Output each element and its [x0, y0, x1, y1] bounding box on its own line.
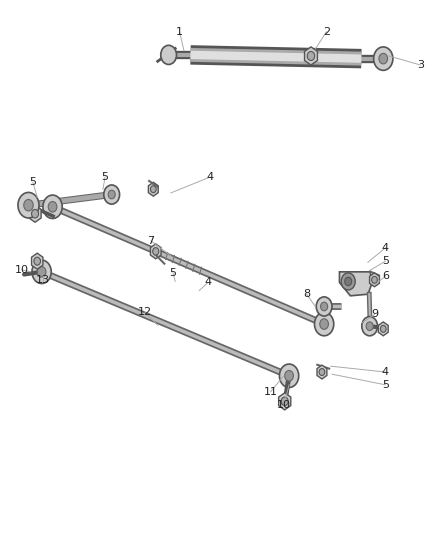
Circle shape: [307, 51, 314, 60]
Circle shape: [104, 185, 120, 204]
Circle shape: [320, 319, 328, 329]
Text: 5: 5: [170, 268, 177, 278]
Text: 3: 3: [417, 60, 424, 70]
Circle shape: [281, 397, 288, 406]
Text: 5: 5: [382, 380, 389, 390]
Circle shape: [43, 195, 62, 219]
Circle shape: [314, 312, 334, 336]
Text: 13: 13: [36, 275, 50, 285]
Circle shape: [24, 199, 33, 211]
Circle shape: [32, 209, 39, 218]
Circle shape: [161, 45, 177, 64]
Circle shape: [316, 297, 332, 316]
Circle shape: [380, 325, 386, 333]
Circle shape: [37, 266, 46, 277]
Polygon shape: [279, 393, 291, 410]
Circle shape: [319, 369, 325, 375]
Text: 4: 4: [207, 172, 214, 182]
Text: 5: 5: [382, 256, 389, 266]
Text: 5: 5: [102, 172, 109, 182]
Polygon shape: [339, 272, 372, 296]
Polygon shape: [378, 322, 388, 336]
Text: 10: 10: [15, 265, 29, 274]
Polygon shape: [148, 182, 158, 196]
Circle shape: [366, 322, 373, 330]
Circle shape: [379, 53, 388, 64]
Polygon shape: [370, 273, 379, 287]
Text: 9: 9: [371, 310, 378, 319]
Text: 7: 7: [148, 236, 155, 246]
Text: 2: 2: [323, 27, 330, 37]
Polygon shape: [317, 365, 327, 379]
Circle shape: [345, 277, 352, 286]
Circle shape: [371, 276, 377, 284]
Text: 6: 6: [382, 271, 389, 281]
Circle shape: [32, 260, 51, 284]
Circle shape: [279, 364, 299, 387]
Text: 4: 4: [382, 367, 389, 377]
Text: 12: 12: [138, 307, 152, 317]
Circle shape: [153, 248, 159, 255]
Text: 4: 4: [382, 243, 389, 253]
Text: 11: 11: [264, 387, 278, 397]
Circle shape: [18, 192, 39, 218]
Circle shape: [362, 317, 378, 336]
Text: 4: 4: [205, 278, 212, 287]
Polygon shape: [32, 253, 43, 269]
Polygon shape: [150, 244, 161, 259]
Circle shape: [321, 302, 328, 311]
Circle shape: [374, 47, 393, 70]
Text: 8: 8: [303, 289, 310, 299]
Circle shape: [48, 201, 57, 212]
Polygon shape: [29, 205, 41, 222]
Circle shape: [150, 186, 156, 192]
Circle shape: [34, 257, 40, 265]
Text: 1: 1: [176, 27, 183, 37]
Text: 5: 5: [29, 177, 36, 187]
Text: 10: 10: [277, 400, 291, 410]
Circle shape: [108, 190, 115, 199]
Polygon shape: [304, 47, 318, 65]
Circle shape: [341, 273, 355, 290]
Circle shape: [285, 370, 293, 381]
